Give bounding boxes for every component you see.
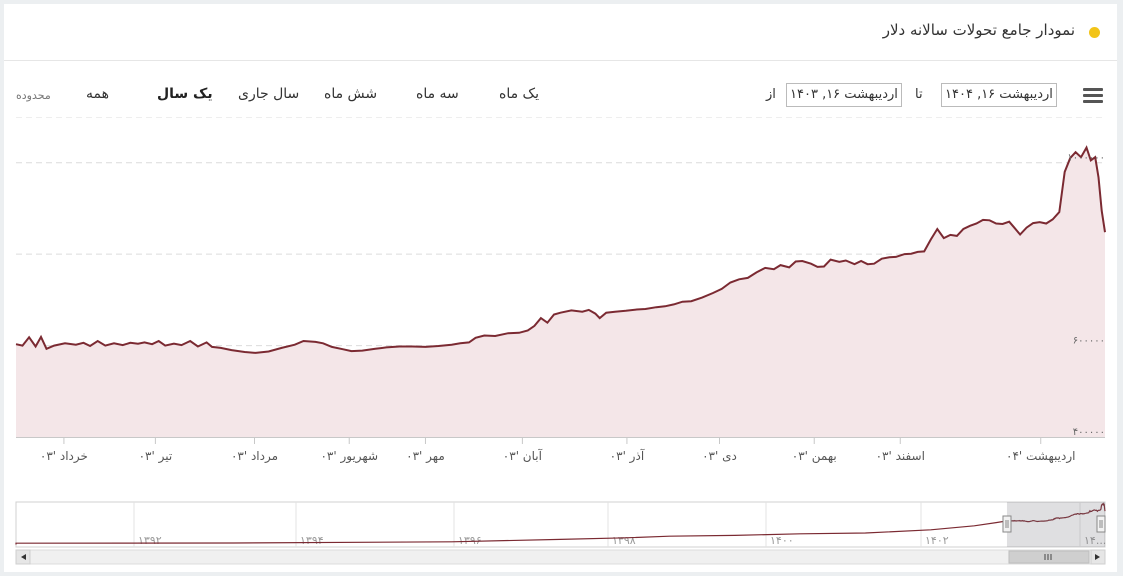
x-tick-label: مرداد '۰۳ [231,449,278,464]
x-tick-label: اسفند '۰۳ [876,449,925,463]
navigator[interactable]: ۱۳۹۲ ۱۳۹۴ ۱۳۹۶ ۱۳۹۸ ۱۴۰۰ ۱۴۰۲ ۱۴... [4,492,1117,572]
range-button-six-months[interactable]: شش ماه [324,86,378,102]
from-date-input[interactable]: اردیبهشت ۱۶, ۱۴۰۳ [786,83,902,107]
series-area [16,147,1105,437]
x-tick-label: خرداد '۰۳ [40,449,88,464]
range-button-one-year[interactable]: یک سال [157,86,213,102]
x-tick-label: بهمن '۰۳ [792,449,837,464]
navigator-line [15,502,1106,545]
x-tick-label: دی '۰۳ [702,449,737,463]
navigator-label: ۱۳۹۴ [300,534,324,547]
y-tick-label: ۴۰۰۰۰۰ [1073,427,1105,438]
range-button-one-month[interactable]: یک ماه [499,86,539,102]
range-button-all[interactable]: همه [86,86,109,102]
y-tick-label: ۶۰۰۰۰۰ [1073,336,1105,347]
range-selector-label: محدوده [16,89,51,102]
x-tick-label: اردیبهشت '۰۴ [1006,449,1075,464]
chart-header: نمودار جامع تحولات سالانه دلار [4,4,1117,61]
navigator-label: ۱۳۹۶ [458,534,482,547]
navigator-label: ۱۳۹۸ [612,534,636,547]
hamburger-menu-icon[interactable] [1083,88,1103,104]
title-dot-icon [1089,27,1100,38]
navigator-label: ۱۴۰۰ [770,534,794,547]
range-button-three-months[interactable]: سه ماه [416,86,459,102]
to-date-input[interactable]: اردیبهشت ۱۶, ۱۴۰۴ [941,83,1057,107]
navigator-label: ۱۳۹۲ [138,534,162,547]
range-button-current-year[interactable]: سال جاری [238,86,300,102]
range-toolbar: محدوده همه یک سال سال جاری شش ماه سه ماه… [4,74,1117,114]
arrow-left-icon[interactable] [21,554,26,560]
navigator-selection[interactable] [1006,502,1105,547]
x-tick-label: شهریور '۰۳ [320,449,378,464]
x-tick-label: مهر '۰۳ [406,449,445,464]
navigator-label: ۱۴۰۲ [925,534,949,547]
chart-title: نمودار جامع تحولات سالانه دلار [882,21,1075,39]
navigator-handle-left[interactable] [1002,515,1012,533]
main-chart[interactable]: ۴۰۰۰۰۰ ۶۰۰۰۰۰ ۱۰۰۰۰۰۰ خرداد '۰۳ تیر '۰۳ مرداد… [4,117,1117,567]
series-line [15,145,1106,354]
chart-card: نمودار جامع تحولات سالانه دلار محدوده هم… [4,4,1117,572]
navigator-handle-right[interactable] [1096,515,1106,533]
x-tick-label: آذر '۰۳ [610,448,645,464]
from-label: از [766,87,776,102]
scrollbar-track[interactable] [15,549,1106,565]
scrollbar-thumb[interactable] [1008,550,1090,564]
y-tick-label: ۱۰۰۰۰۰۰ [1067,153,1105,164]
x-tick-label: تیر '۰۳ [139,449,173,464]
to-label: تا [915,87,923,102]
navigator-label: ۱۴... [1084,534,1106,547]
x-tick-label: آبان '۰۳ [503,448,543,463]
arrow-right-icon[interactable] [1095,554,1100,560]
